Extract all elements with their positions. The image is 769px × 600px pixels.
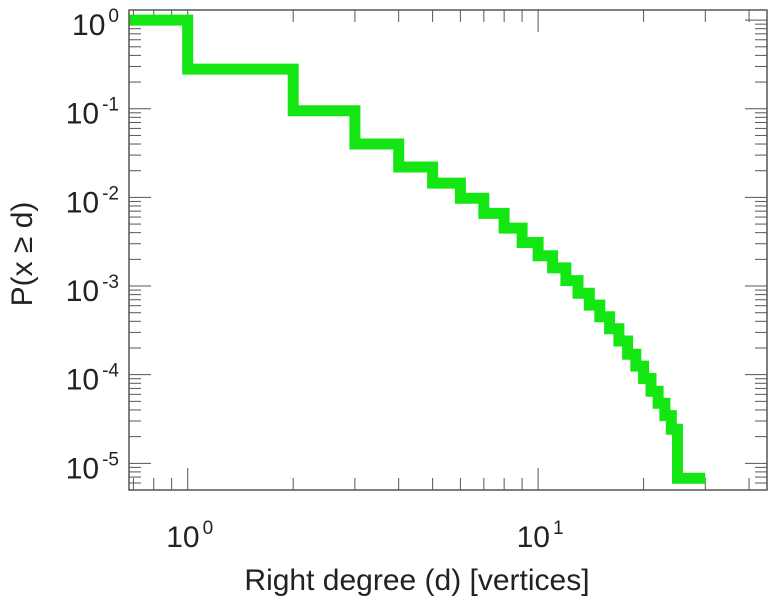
tick-exponent: -3 [102,272,119,293]
tick-exponent: -4 [102,361,119,382]
y-tick-label: 10 -1 [66,95,119,131]
tick-exponent: -5 [102,449,119,470]
x-tick-label: 10 0 [166,518,213,554]
tick-exponent: -1 [102,95,119,116]
minor-ticks [129,10,767,490]
tick-base: 10 [66,98,99,131]
y-tick-label: 10 0 [72,6,119,42]
tick-exponent: 0 [108,6,119,27]
y-tick-label: 10 -2 [66,183,119,219]
x-tick-label: 10 1 [517,518,564,554]
y-axis-title: P(x ≥ d) [6,202,39,307]
tick-base: 10 [66,452,99,485]
x-axis-title: Right degree (d) [vertices] [244,564,589,597]
plot-frame [128,9,768,491]
y-tick-label: 10 -3 [66,272,119,308]
tick-exponent: 1 [553,518,564,539]
tick-base: 10 [66,186,99,219]
tick-base: 10 [66,364,99,397]
series-line-ccdf [129,14,706,484]
major-ticks [129,10,767,490]
tick-exponent: -2 [102,183,119,204]
series-layer [129,14,706,484]
y-tick-label: 10 -4 [66,361,120,397]
tick-base: 10 [166,521,199,554]
x-tick-labels: 10 0 10 1 [166,518,563,554]
tick-base: 10 [66,275,99,308]
y-tick-label: 10 -5 [66,449,119,485]
tick-exponent: 0 [203,518,214,539]
tick-base: 10 [72,9,105,42]
tick-base: 10 [517,521,550,554]
